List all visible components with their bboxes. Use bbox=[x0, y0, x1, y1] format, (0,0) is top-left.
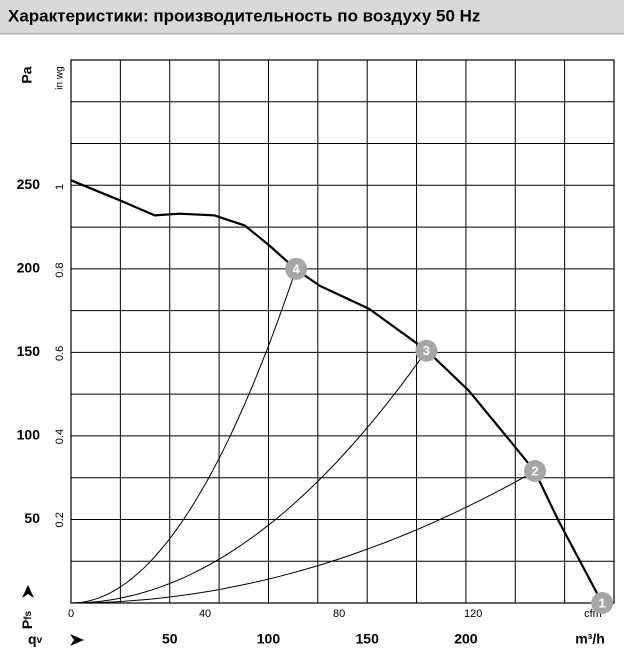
x-tick-label: 150 bbox=[356, 631, 380, 647]
y-tick-label: 250 bbox=[17, 176, 41, 192]
operating-point bbox=[285, 257, 308, 280]
x-unit: m³/h bbox=[575, 631, 605, 647]
operating-point-label: 1 bbox=[599, 595, 606, 610]
x-symbol-main: q bbox=[28, 631, 37, 647]
x-symbol-sub: v bbox=[37, 635, 43, 646]
y-symbol-main: P bbox=[19, 620, 35, 629]
y-symbol: Pfs bbox=[19, 610, 35, 629]
x2-tick-label: 40 bbox=[199, 608, 211, 620]
system-curve bbox=[70, 470, 536, 604]
title: Характеристики: производительность по во… bbox=[8, 6, 480, 25]
x2-tick-label: 80 bbox=[333, 608, 345, 620]
operating-point-label: 3 bbox=[423, 343, 430, 358]
fan-curve bbox=[70, 179, 604, 604]
y-symbol-sub: fs bbox=[23, 610, 34, 619]
y2-tick-label: 0.2 bbox=[54, 512, 66, 527]
system-curve bbox=[70, 350, 427, 604]
y-tick-label: 100 bbox=[17, 427, 41, 443]
title-bar bbox=[0, 0, 624, 34]
y-arrow bbox=[22, 585, 34, 598]
operating-point-label: 4 bbox=[292, 261, 300, 276]
operating-point bbox=[524, 460, 547, 483]
plot-frame bbox=[70, 59, 615, 604]
y-tick-label: 200 bbox=[17, 260, 41, 276]
x-tick-label: 100 bbox=[257, 631, 281, 647]
system-curve bbox=[70, 268, 297, 604]
y2-tick-label: 1 bbox=[54, 184, 66, 190]
y-tick-label: 50 bbox=[24, 510, 40, 526]
y2-unit: in wg bbox=[55, 66, 66, 89]
x-symbol: qv bbox=[28, 631, 43, 647]
y2-tick-label: 0.4 bbox=[54, 429, 66, 444]
y2-tick-label: 0.8 bbox=[54, 262, 66, 277]
x2-tick-label: 120 bbox=[464, 608, 482, 620]
operating-point bbox=[415, 339, 438, 362]
operating-point bbox=[591, 592, 614, 614]
y-tick-label: 150 bbox=[17, 343, 41, 359]
y-unit: Pa bbox=[19, 66, 35, 83]
x-tick-label: 50 bbox=[162, 631, 178, 647]
y2-tick-label: 0.6 bbox=[54, 346, 66, 361]
x-arrow bbox=[70, 634, 84, 646]
x2-tick-label: 0 bbox=[68, 608, 74, 620]
x-tick-label: 200 bbox=[454, 631, 478, 647]
operating-point-label: 2 bbox=[531, 463, 538, 478]
